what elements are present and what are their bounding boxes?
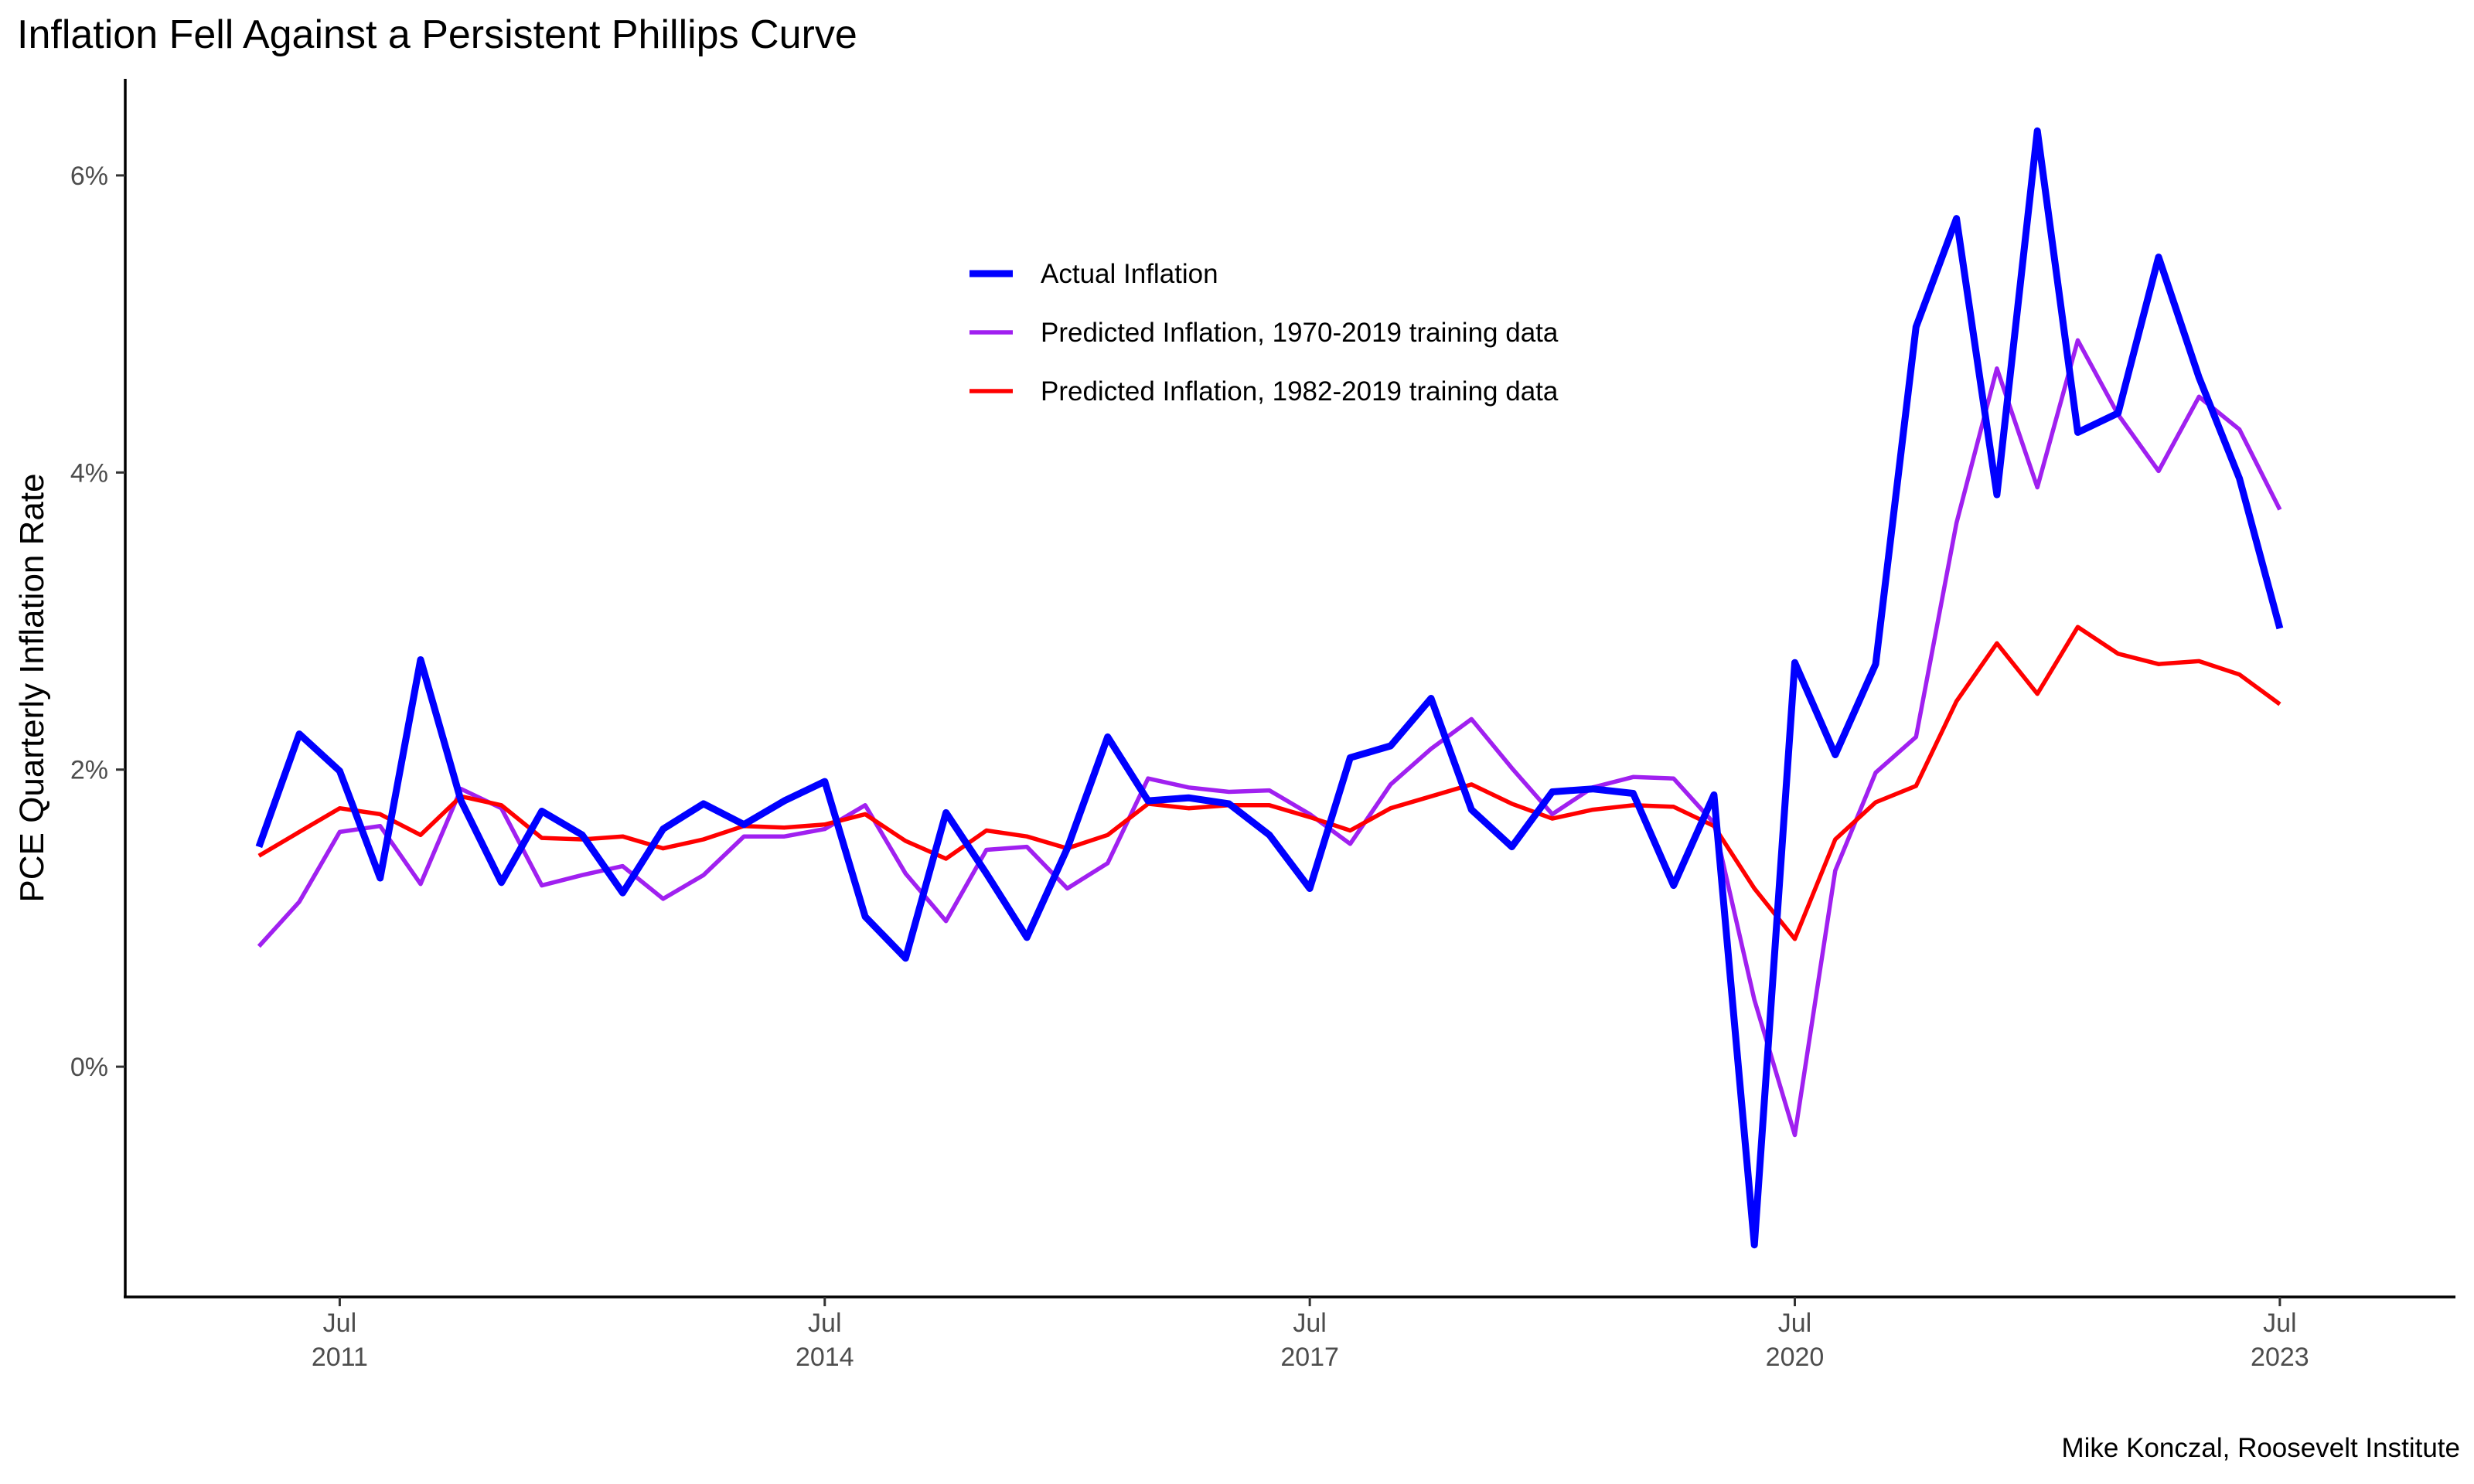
y-tick-label: 0% — [70, 1053, 108, 1082]
x-tick-label-month: Jul — [1778, 1309, 1811, 1338]
x-tick-label-year: 2020 — [1766, 1343, 1825, 1372]
y-tick-label: 4% — [70, 458, 108, 488]
x-tick-label-year: 2014 — [796, 1343, 854, 1372]
legend-label: Predicted Inflation, 1982-2019 training … — [1041, 376, 1559, 407]
series-lines — [255, 127, 2284, 1249]
x-ticks: Jul 2011 Jul 2014 Jul 2017 Jul 2020 Jul 2023 — [312, 1297, 2309, 1372]
x-tick-label-year: 2017 — [1280, 1343, 1339, 1372]
series-line-predicted-inflation-1970-2019-training-data — [257, 338, 2282, 1138]
x-tick-label-year: 2011 — [312, 1343, 368, 1372]
y-axis-title: PCE Quarterly Inflation Rate — [13, 473, 51, 902]
y-ticks: 0% 2% 4% 6% — [70, 162, 125, 1082]
x-tick-label-month: Jul — [2263, 1309, 2296, 1338]
chart-title: Inflation Fell Against a Persistent Phil… — [17, 12, 857, 57]
y-tick-label: 2% — [70, 756, 108, 785]
chart-caption: Mike Konczal, Roosevelt Institute — [2061, 1433, 2460, 1463]
x-tick-label-month: Jul — [1293, 1309, 1326, 1338]
series-line-predicted-inflation-1982-2019-training-data — [257, 625, 2281, 941]
legend-label: Actual Inflation — [1041, 259, 1218, 289]
x-tick-label-month: Jul — [808, 1309, 841, 1338]
x-tick-label-month: Jul — [323, 1309, 356, 1338]
y-tick-label: 6% — [70, 162, 108, 191]
series-line-actual-inflation — [255, 127, 2284, 1249]
legend-label: Predicted Inflation, 1970-2019 training … — [1041, 318, 1559, 348]
x-tick-label-year: 2023 — [2251, 1343, 2309, 1372]
legend: Actual Inflation Predicted Inflation, 197… — [969, 259, 1559, 407]
